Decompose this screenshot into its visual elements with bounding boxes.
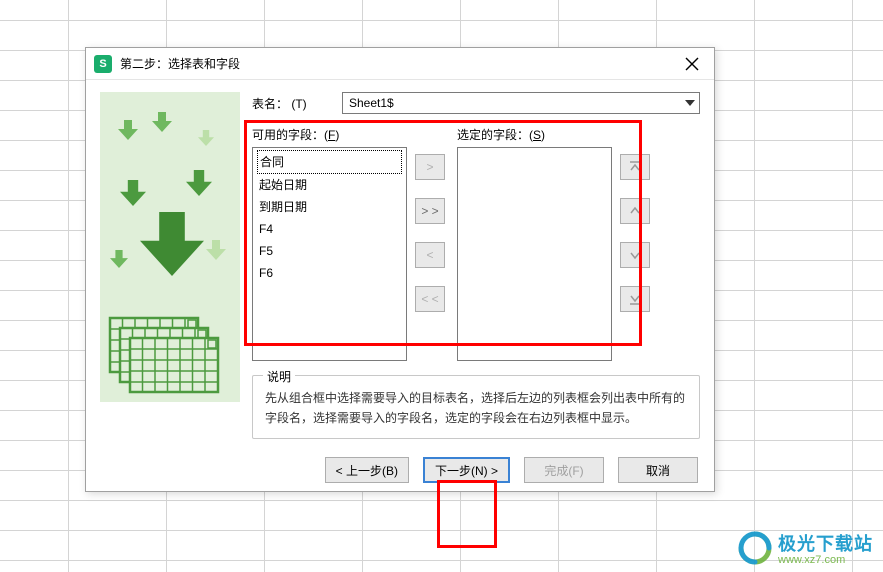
watermark-name: 极光下载站 — [778, 530, 873, 556]
close-button[interactable] — [678, 52, 706, 76]
list-item[interactable]: F4 — [257, 218, 402, 240]
move-all-left-button[interactable]: < < — [415, 286, 445, 312]
dialog-content: 表名： (T) Sheet1$ 可用的字段：(F) 合同起始日期到期日期F4F5… — [86, 80, 714, 447]
move-right-button[interactable]: > — [415, 154, 445, 180]
available-fields-column: 可用的字段：(F) 合同起始日期到期日期F4F5F6 — [252, 126, 407, 361]
description-legend: 说明 — [263, 368, 295, 385]
wizard-illustration — [100, 92, 240, 402]
selected-fields-column: 选定的字段：(S) — [457, 126, 612, 361]
move-top-icon — [628, 160, 642, 174]
table-name-value: Sheet1$ — [349, 96, 394, 110]
available-fields-label: 可用的字段：(F) — [252, 126, 407, 143]
order-buttons-column — [620, 126, 654, 361]
close-icon — [685, 57, 699, 71]
description-text: 先从组合框中选择需要导入的目标表名，选择后左边的列表框会列出表中所有的字段名，选… — [265, 388, 687, 428]
move-bottom-button[interactable] — [620, 286, 650, 312]
move-bottom-icon — [628, 292, 642, 306]
list-item[interactable]: 到期日期 — [257, 196, 402, 218]
wizard-dialog: S 第二步：选择表和字段 表名： (T) Sheet1$ — [85, 47, 715, 492]
table-name-combo[interactable]: Sheet1$ — [342, 92, 700, 114]
watermark-logo-icon — [738, 531, 772, 565]
move-up-button[interactable] — [620, 198, 650, 224]
move-all-right-button[interactable]: > > — [415, 198, 445, 224]
move-left-button[interactable]: < — [415, 242, 445, 268]
available-fields-listbox[interactable]: 合同起始日期到期日期F4F5F6 — [252, 147, 407, 361]
fields-area: 可用的字段：(F) 合同起始日期到期日期F4F5F6 > > > < < < 选… — [252, 126, 700, 361]
selected-fields-label: 选定的字段：(S) — [457, 126, 612, 143]
chevron-down-icon — [685, 100, 695, 106]
table-name-label: 表名： (T) — [252, 95, 332, 112]
description-group: 说明 先从组合框中选择需要导入的目标表名，选择后左边的列表框会列出表中所有的字段… — [252, 375, 700, 439]
titlebar: S 第二步：选择表和字段 — [86, 48, 714, 80]
finish-button[interactable]: 完成(F) — [524, 457, 604, 483]
move-buttons-column: > > > < < < — [415, 126, 449, 361]
cancel-button[interactable]: 取消 — [618, 457, 698, 483]
move-top-button[interactable] — [620, 154, 650, 180]
list-item[interactable]: F5 — [257, 240, 402, 262]
button-row: < 上一步(B) 下一步(N) > 完成(F) 取消 — [86, 447, 714, 483]
app-icon: S — [94, 55, 112, 73]
table-name-row: 表名： (T) Sheet1$ — [252, 92, 700, 114]
move-down-button[interactable] — [620, 242, 650, 268]
next-button[interactable]: 下一步(N) > — [423, 457, 510, 483]
move-down-icon — [628, 248, 642, 262]
dialog-title: 第二步：选择表和字段 — [120, 55, 678, 72]
right-column: 表名： (T) Sheet1$ 可用的字段：(F) 合同起始日期到期日期F4F5… — [252, 92, 700, 439]
list-item[interactable]: 起始日期 — [257, 174, 402, 196]
move-up-icon — [628, 204, 642, 218]
list-item[interactable]: F6 — [257, 262, 402, 284]
selected-fields-listbox[interactable] — [457, 147, 612, 361]
prev-button[interactable]: < 上一步(B) — [325, 457, 409, 483]
list-item[interactable]: 合同 — [257, 150, 402, 174]
watermark: 极光下载站 www.xz7.com — [738, 530, 873, 566]
